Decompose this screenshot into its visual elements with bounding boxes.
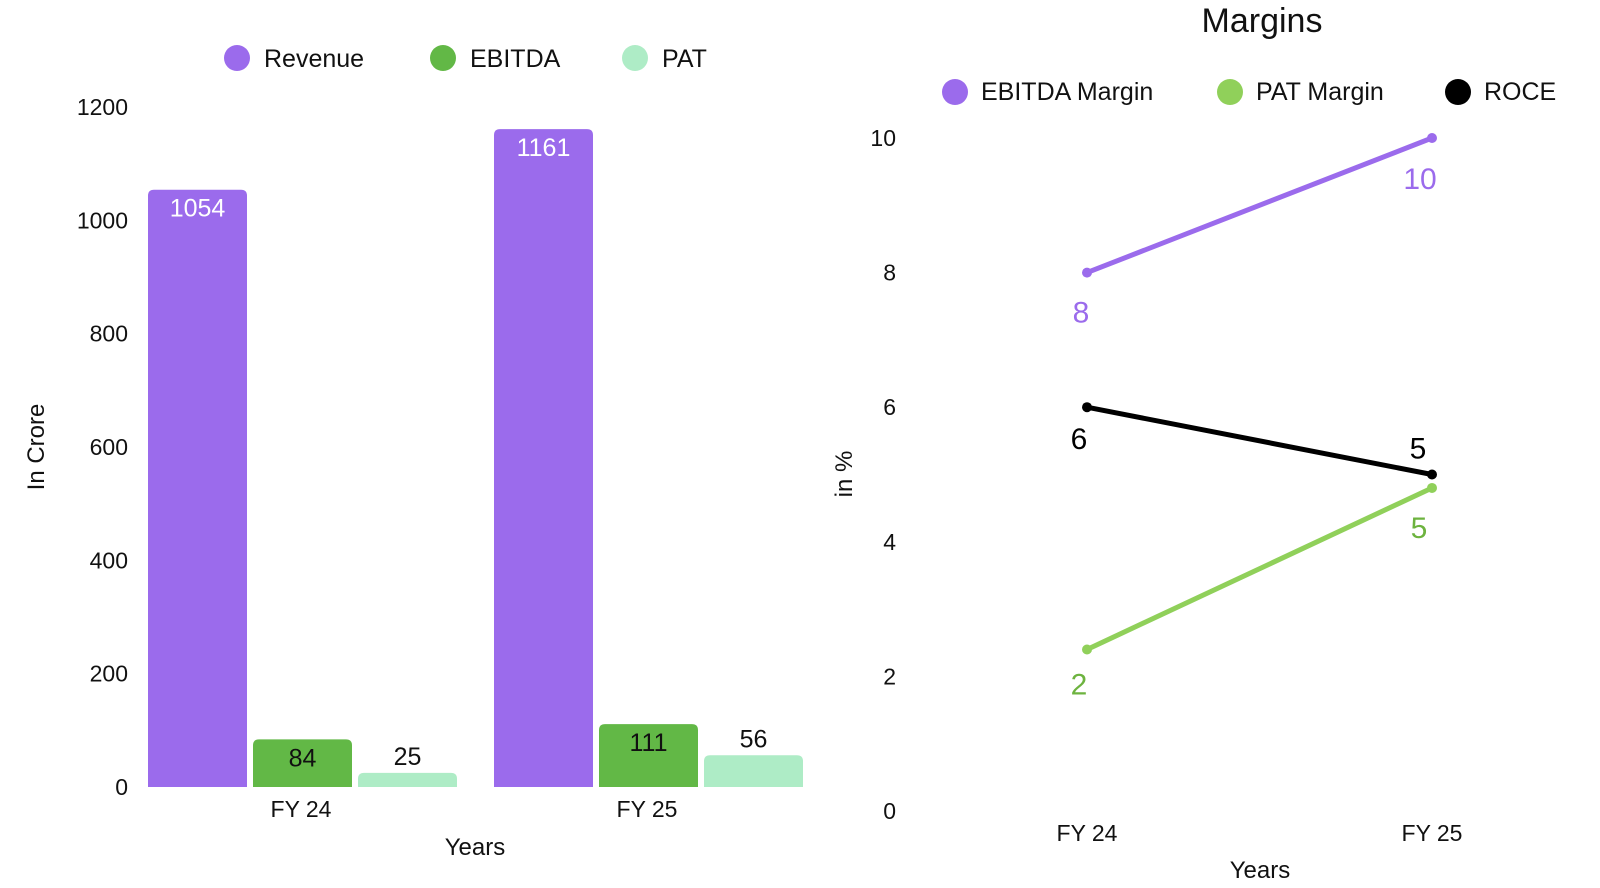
bar-y-tick-label: 600 <box>90 434 128 460</box>
bar-data-label: 25 <box>394 743 422 771</box>
bar-data-label: 84 <box>289 744 317 772</box>
line-y-tick-label: 0 <box>883 798 896 824</box>
legend-label-ebitda: EBITDA <box>470 45 561 73</box>
bar-y-axis-title: In Crore <box>23 404 50 491</box>
bar-x-tick-label: FY 25 <box>617 796 678 822</box>
bar-x-axis: FY 24 FY 25 <box>271 796 678 822</box>
point-ebitda-margin <box>1427 133 1437 143</box>
line-data-label: 2 <box>1071 668 1088 701</box>
bar-x-tick-label: FY 24 <box>271 796 332 822</box>
line-x-tick-label: FY 25 <box>1402 820 1463 846</box>
legend-marker-revenue <box>224 45 250 71</box>
bar-y-tick-label: 200 <box>90 661 128 687</box>
legend-label-ebitda-margin: EBITDA Margin <box>981 78 1153 106</box>
bar-ebitda-fy-24 <box>253 739 352 787</box>
line-series: 8 10 2 5 6 5 <box>1071 133 1437 701</box>
bar-chart: Revenue EBITDA PAT 0 200 400 600 800 1000 1200 1… <box>23 45 803 861</box>
bar-x-axis-title: Years <box>445 834 506 861</box>
legend-marker-ebitda-margin <box>942 79 968 105</box>
legend-label-revenue: Revenue <box>264 45 364 73</box>
bar-pat-fy-25 <box>704 755 803 787</box>
line-y-tick-label: 8 <box>883 260 896 286</box>
bar-y-tick-label: 400 <box>90 547 128 573</box>
bar-pat-fy-24 <box>358 772 457 787</box>
line-data-label: 5 <box>1411 512 1428 545</box>
bar-legend: Revenue EBITDA PAT <box>224 45 707 73</box>
legend-marker-pat-margin <box>1217 79 1243 105</box>
point-pat-margin <box>1082 644 1092 655</box>
line-data-label: 10 <box>1403 163 1436 196</box>
line-y-axis: 0 2 4 6 8 10 <box>870 125 896 824</box>
line-data-label: 8 <box>1073 297 1090 330</box>
bar-series: 1054 84 25 1161 111 56 <box>148 129 803 788</box>
legend-label-pat: PAT <box>662 45 707 73</box>
legend-label-pat-margin: PAT Margin <box>1256 78 1384 106</box>
line-roce <box>1084 404 1435 477</box>
legend-marker-pat <box>622 45 648 71</box>
bar-y-tick-label: 1000 <box>77 207 128 233</box>
bar-y-tick-label: 800 <box>90 321 128 347</box>
line-y-axis-title: in % <box>831 451 858 498</box>
legend-label-roce: ROCE <box>1484 78 1556 106</box>
bar-revenue-fy-24 <box>148 189 247 787</box>
line-y-tick-label: 2 <box>883 663 896 689</box>
bar-data-label: 111 <box>629 729 667 757</box>
bar-revenue-fy-25 <box>494 129 593 788</box>
bar-data-label: 1161 <box>517 134 571 162</box>
bar-y-tick-label: 0 <box>115 774 128 800</box>
bar-data-label: 1054 <box>170 195 226 223</box>
line-chart-title: Margins <box>1202 2 1323 40</box>
line-y-tick-label: 4 <box>883 529 896 555</box>
point-roce <box>1427 469 1437 480</box>
line-y-tick-label: 10 <box>870 125 896 151</box>
line-chart: Margins EBITDA Margin PAT Margin ROCE 0 2 4 6… <box>831 2 1556 884</box>
line-data-label: 5 <box>1410 433 1427 466</box>
bar-y-tick-label: 1200 <box>77 94 128 120</box>
bar-ebitda-fy-25 <box>599 724 698 787</box>
line-data-label: 6 <box>1071 423 1088 456</box>
line-ebitda-margin <box>1084 135 1435 276</box>
point-ebitda-margin <box>1082 267 1092 278</box>
line-pat-margin <box>1084 485 1435 652</box>
bar-data-label: 56 <box>740 725 768 753</box>
line-x-axis: FY 24 FY 25 <box>1057 820 1463 846</box>
legend-marker-roce <box>1445 79 1471 105</box>
line-x-axis-title: Years <box>1230 857 1291 884</box>
line-legend: EBITDA Margin PAT Margin ROCE <box>942 78 1556 106</box>
legend-marker-ebitda <box>430 45 456 71</box>
point-roce <box>1082 402 1092 413</box>
line-x-tick-label: FY 24 <box>1057 820 1118 846</box>
point-pat-margin <box>1427 482 1437 493</box>
bar-y-axis: 0 200 400 600 800 1000 1200 <box>77 94 128 800</box>
line-y-tick-label: 6 <box>883 394 896 420</box>
